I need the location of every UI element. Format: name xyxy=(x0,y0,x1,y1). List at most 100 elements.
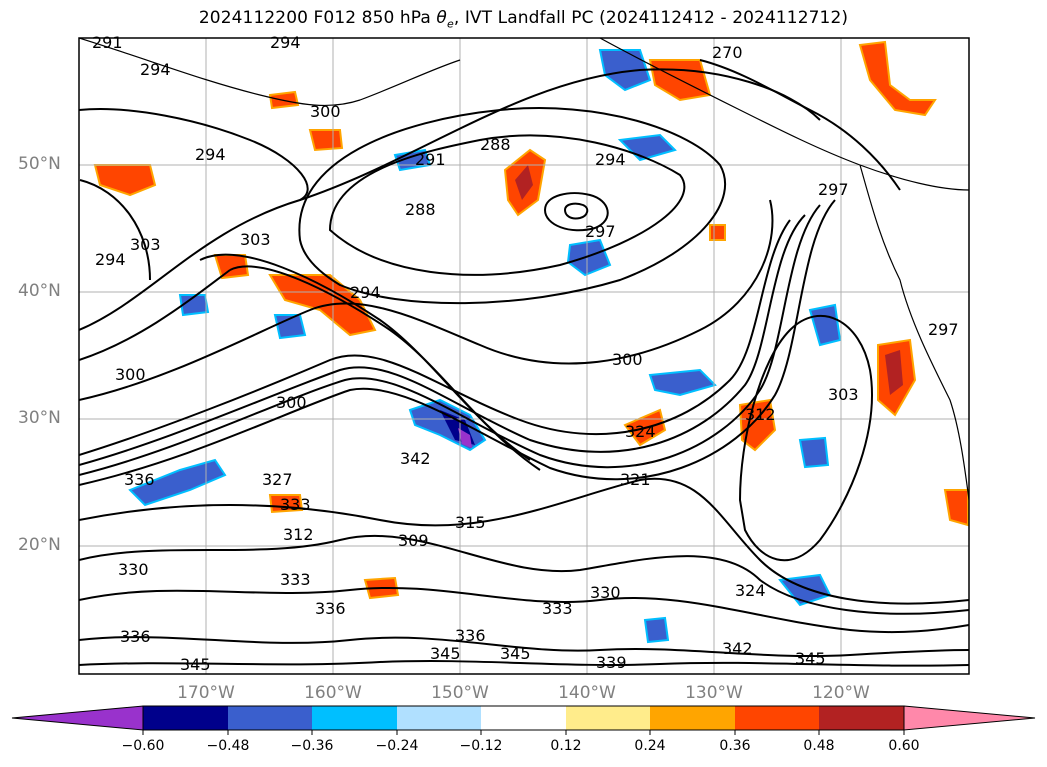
shade-blob xyxy=(458,428,472,448)
shade-blob xyxy=(648,368,717,397)
contour-label: 339 xyxy=(596,653,627,672)
contour-labels: 291 294 294 300 294 291 288 294 288 297 … xyxy=(92,33,959,674)
contour-line xyxy=(79,204,821,476)
colorbar-border xyxy=(142,705,905,731)
contour-label: 336 xyxy=(124,470,155,489)
coastline xyxy=(599,38,969,191)
contour-line xyxy=(79,68,821,331)
colorbar-tick-label: −0.36 xyxy=(290,738,334,754)
contour-label: 327 xyxy=(262,470,293,489)
contour-line xyxy=(79,214,806,466)
contour-line xyxy=(79,636,969,658)
colorbar-tick-label: 0.36 xyxy=(719,738,751,754)
contour-label: 345 xyxy=(500,644,531,663)
contour-label: 324 xyxy=(735,581,766,600)
contour-label: 324 xyxy=(625,422,656,441)
coastlines xyxy=(79,38,969,501)
contour-label: 303 xyxy=(130,235,161,254)
shade-blob xyxy=(515,165,533,200)
lat-label-20n: 20°N xyxy=(18,535,61,555)
map-border xyxy=(78,37,970,675)
colorbar-segment xyxy=(312,706,397,730)
colorbar-extend-high xyxy=(903,705,1036,731)
contour-label: 297 xyxy=(928,320,959,339)
contour-label: 300 xyxy=(310,102,341,121)
contour-label: 303 xyxy=(240,230,271,249)
lat-label-50n: 50°N xyxy=(18,154,61,174)
contour-label: 345 xyxy=(180,655,211,674)
contour-label: 312 xyxy=(283,525,314,544)
shade-blob xyxy=(273,314,307,340)
colorbar-tick-label: 0.24 xyxy=(634,738,666,754)
contour-line xyxy=(79,660,969,667)
contour-line xyxy=(543,192,609,232)
title-subscript: e xyxy=(446,17,454,31)
contour-label: 345 xyxy=(430,644,461,663)
colorbar-segment xyxy=(228,706,312,730)
lat-label-40n: 40°N xyxy=(18,281,61,301)
title-theta: θ xyxy=(436,8,447,28)
contour-line xyxy=(79,199,836,486)
colorbar-tick-label: −0.24 xyxy=(375,738,419,754)
contour-label: 309 xyxy=(398,531,429,550)
shade-blob xyxy=(798,436,830,469)
colorbar-segment xyxy=(819,706,904,730)
contour-line xyxy=(563,202,589,220)
shade-blob xyxy=(566,238,612,277)
shade-blob xyxy=(885,350,903,395)
contour-label: 294 xyxy=(140,60,171,79)
contour-label: 312 xyxy=(745,405,776,424)
contour-label: 294 xyxy=(195,145,226,164)
shade-blob xyxy=(858,40,937,117)
contour-label: 333 xyxy=(280,570,311,589)
contour-label: 315 xyxy=(455,513,486,532)
colorbar-tick-label: 0.60 xyxy=(888,738,920,754)
contour-line xyxy=(699,59,901,191)
contour-label: 303 xyxy=(828,385,859,404)
contour-label: 330 xyxy=(118,560,149,579)
contour-label: 288 xyxy=(480,135,511,154)
shade-blob xyxy=(598,49,652,92)
contour-label: 321 xyxy=(620,470,651,489)
contour-label: 291 xyxy=(415,150,446,169)
contour-line xyxy=(79,587,969,634)
contour-label: 270 xyxy=(712,43,743,62)
colorbar-segment xyxy=(566,706,650,730)
contour-label: 300 xyxy=(115,365,146,384)
contour-label: 297 xyxy=(818,180,849,199)
colorbar-tick-label: −0.48 xyxy=(206,738,250,754)
contour-label: 300 xyxy=(612,350,643,369)
lon-label-170w: 170°W xyxy=(177,683,235,703)
colorbar-extend-low xyxy=(11,705,144,731)
colorbar-segment xyxy=(650,706,735,730)
contour-label: 330 xyxy=(590,583,621,602)
pc-shading xyxy=(93,40,969,644)
contour-label: 294 xyxy=(350,283,381,302)
contour-label: 300 xyxy=(276,393,307,412)
contour-line xyxy=(79,219,791,456)
colorbar-segment xyxy=(397,706,481,730)
lon-label-130w: 130°W xyxy=(685,683,743,703)
contour-label: 336 xyxy=(315,599,346,618)
contour-line xyxy=(79,199,774,401)
map-title: 2024112200 F012 850 hPa θe, IVT Landfall… xyxy=(0,8,1047,30)
shade-blob xyxy=(943,489,969,527)
colorbar xyxy=(11,705,1036,735)
colorbar-segment xyxy=(481,706,566,730)
shade-blob xyxy=(709,224,726,241)
contour-label: 294 xyxy=(270,33,301,52)
colorbar-segment xyxy=(143,706,228,730)
shade-blob xyxy=(308,129,344,152)
lon-label-160w: 160°W xyxy=(304,683,362,703)
contour-line xyxy=(79,477,969,605)
contour-line xyxy=(298,107,726,305)
lon-label-150w: 150°W xyxy=(431,683,489,703)
lon-label-140w: 140°W xyxy=(558,683,616,703)
shade-blob xyxy=(643,616,670,644)
contour-line xyxy=(79,108,309,201)
coastline xyxy=(859,164,969,501)
contour-label: 291 xyxy=(92,33,123,52)
shade-blob xyxy=(808,303,842,347)
shade-blob xyxy=(268,274,377,337)
